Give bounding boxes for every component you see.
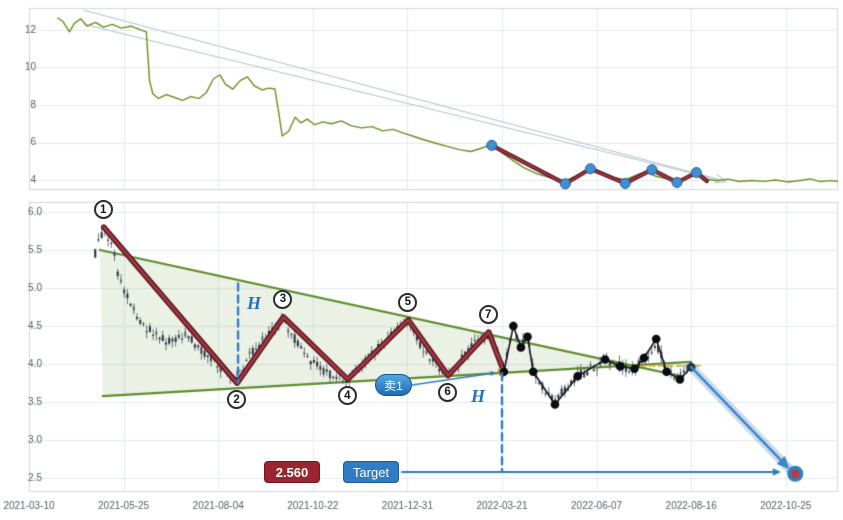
pivot-label-2[interactable]: 2 [227,390,247,410]
height-measure-label-1[interactable]: H [247,293,262,313]
sell-signal-badge[interactable]: 卖1 [375,374,412,396]
pivot-label-7[interactable]: 7 [478,305,498,325]
pivot-label-6[interactable]: 6 [438,382,458,402]
height-measure-label-2[interactable]: H [471,386,486,406]
pivot-label-3[interactable]: 3 [273,289,293,309]
target-price-badge[interactable]: 2.560 [264,461,320,483]
pivot-label-4[interactable]: 4 [337,386,357,406]
pivot-label-5[interactable]: 5 [398,292,418,312]
pivot-label-1[interactable]: 1 [93,200,113,220]
target-label-badge[interactable]: Target [343,461,399,483]
